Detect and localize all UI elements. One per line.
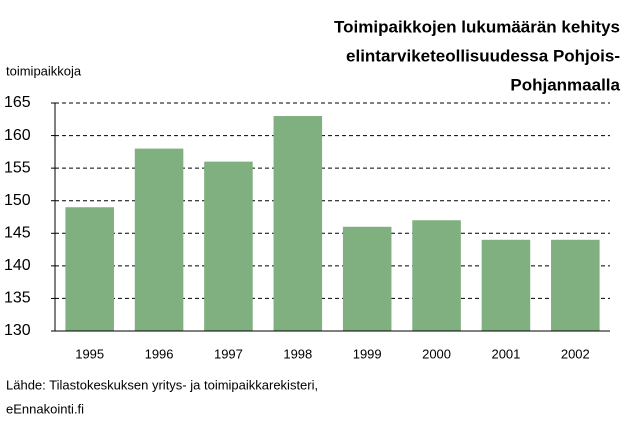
y-tick-label: 130 (4, 322, 31, 339)
bar (273, 116, 323, 332)
x-tick-label: 1999 (353, 346, 382, 361)
x-tick-label: 1998 (283, 346, 312, 361)
chart-title: elintarviketeollisuudessa Pohjois- (346, 46, 620, 65)
bar (551, 239, 600, 331)
chart-title: Toimipaikkojen lukumäärän kehitys (334, 17, 620, 36)
y-tick-label: 145 (4, 225, 31, 242)
y-tick-label: 155 (4, 159, 31, 176)
x-tick-label: 1995 (75, 346, 104, 361)
y-tick-label: 165 (4, 94, 31, 111)
bar (65, 207, 114, 331)
bar (412, 220, 461, 331)
chart-title: Pohjanmaalla (510, 75, 620, 94)
bar (134, 148, 184, 331)
x-tick-label: 2002 (561, 346, 590, 361)
source: Lähde: Tilastokeskuksen yritys- ja toimi… (6, 377, 318, 392)
x-tick-label: 1997 (214, 346, 243, 361)
y-tick-label: 135 (4, 290, 31, 307)
source: eEnnakointi.fi (6, 401, 84, 416)
y-tick-label: 160 (4, 127, 31, 144)
y-axis-label: toimipaikkoja (6, 63, 82, 78)
bar (342, 226, 392, 331)
bar (204, 161, 253, 331)
y-tick-label: 140 (4, 257, 31, 274)
x-tick-label: 1996 (145, 346, 174, 361)
x-tick-label: 2000 (422, 346, 451, 361)
x-tick-label: 2001 (491, 346, 520, 361)
bar (481, 239, 531, 331)
y-tick-label: 150 (4, 192, 31, 209)
